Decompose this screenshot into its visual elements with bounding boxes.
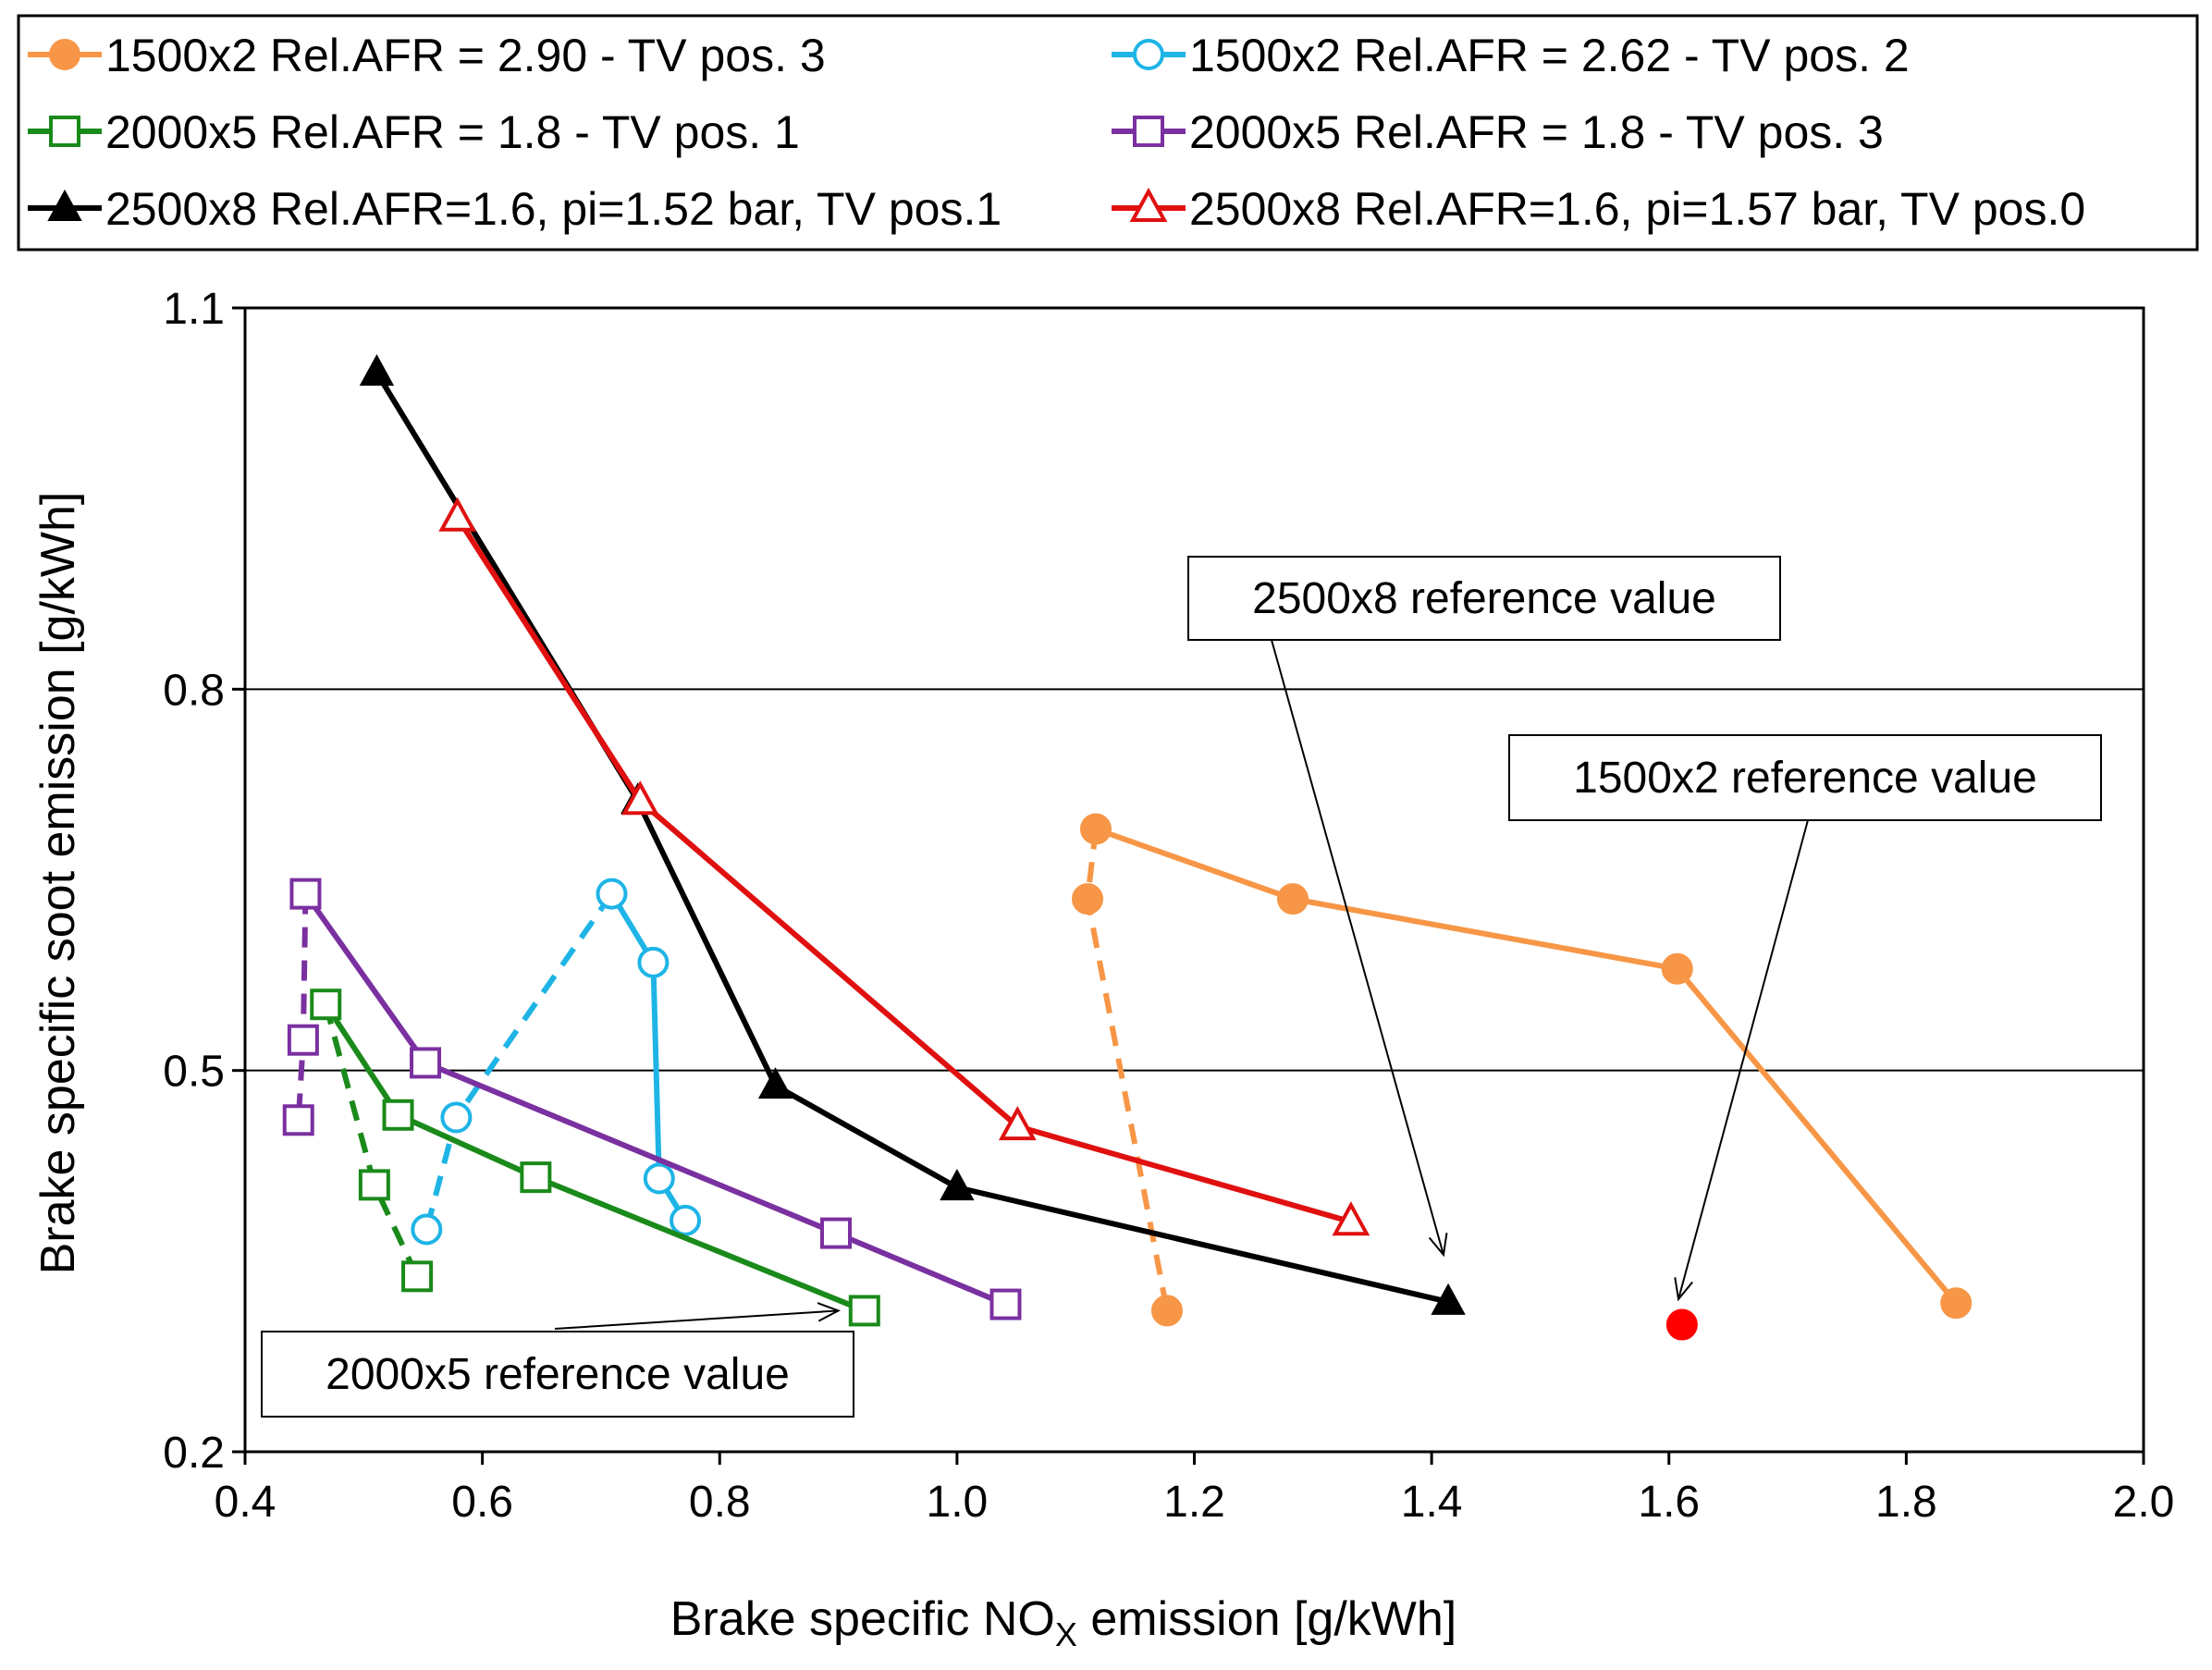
data-point	[410, 1047, 442, 1079]
data-point	[1431, 1283, 1466, 1315]
y-tick-label: 0.8	[163, 666, 225, 715]
legend-marker	[1133, 116, 1164, 147]
data-point	[1661, 952, 1693, 985]
x-tick-label: 1.8	[1875, 1478, 1937, 1527]
data-point	[596, 878, 628, 910]
legend-marker	[47, 189, 82, 221]
data-point	[382, 1099, 414, 1131]
x-axis-title: Brake specific NOX emission [g/kWh]	[670, 1592, 1457, 1653]
y-axis-title: Brake specific soot emission [g/kWh]	[31, 492, 85, 1275]
x-tick-label: 0.4	[215, 1478, 276, 1527]
data-point	[998, 1105, 1037, 1141]
series-3	[310, 988, 880, 1327]
x-axis-title-suffix: emission [g/kWh]	[1077, 1592, 1456, 1646]
y-tick-label: 0.5	[163, 1048, 225, 1097]
series-line	[323, 1002, 866, 1314]
legend-entry-3: 2000x5 Rel.AFR = 1.8 - TV pos. 1	[28, 106, 800, 158]
data-point	[440, 1101, 473, 1134]
data-point	[643, 1162, 675, 1195]
data-point	[438, 497, 477, 532]
plot-area	[243, 306, 2145, 1454]
x-tick-label: 1.6	[1638, 1478, 1700, 1527]
legend-label: 2000x5 Rel.AFR = 1.8 - TV pos. 3	[1189, 106, 1884, 158]
data-point	[621, 780, 659, 816]
series-line	[608, 892, 688, 1222]
legend-marker	[1133, 39, 1164, 70]
x-tick-label: 2.0	[2113, 1478, 2175, 1527]
annotation-label: 2000x5 reference value	[326, 1350, 790, 1399]
series-4	[282, 878, 1022, 1320]
data-point	[670, 1204, 702, 1236]
series-6	[438, 497, 1370, 1236]
data-point	[1332, 1201, 1370, 1236]
annotation-arrowhead	[1674, 1277, 1693, 1302]
data-point	[1940, 1287, 1972, 1320]
legend-entry-5: 2500x8 Rel.AFR=1.6, pi=1.52 bar, TV pos.…	[28, 183, 1002, 235]
annotation-arrowhead	[817, 1302, 842, 1322]
legend-frame	[17, 14, 2199, 252]
legend-entry-6: 2500x8 Rel.AFR=1.6, pi=1.57 bar, TV pos.…	[1112, 183, 2085, 235]
reference-point	[1665, 1308, 1698, 1341]
annotation-arrow	[1271, 639, 1444, 1256]
legend-label: 2500x8 Rel.AFR=1.6, pi=1.57 bar, TV pos.…	[1189, 183, 2085, 235]
legend-entry-1: 1500x2 Rel.AFR = 2.90 - TV pos. 3	[28, 30, 826, 81]
legend-marker	[49, 39, 80, 70]
annotation-box: 2000x5 reference value	[261, 1331, 854, 1418]
data-point	[1080, 813, 1112, 845]
x-tick-label: 1.4	[1401, 1478, 1463, 1527]
annotation-label: 2500x8 reference value	[1252, 574, 1716, 623]
annotation-arrow	[554, 1309, 839, 1330]
data-point	[848, 1295, 880, 1327]
data-point	[989, 1288, 1022, 1320]
x-tick-label: 0.6	[451, 1478, 513, 1527]
data-point	[401, 1260, 434, 1293]
y-tick-label: 1.1	[163, 285, 225, 334]
x-tick-label: 1.2	[1163, 1478, 1225, 1527]
data-point	[289, 878, 322, 910]
data-point	[411, 1213, 443, 1246]
series-1	[1072, 813, 1972, 1327]
legend-label: 2000x5 Rel.AFR = 1.8 - TV pos. 1	[105, 106, 800, 158]
legend-label: 1500x2 Rel.AFR = 2.90 - TV pos. 3	[105, 30, 826, 81]
data-point	[1072, 883, 1104, 915]
data-point	[310, 988, 342, 1021]
series-line	[1094, 826, 1959, 1306]
data-point	[940, 1169, 975, 1201]
legend-marker	[49, 116, 80, 147]
x-axis-title-main: Brake specific NO	[670, 1592, 1055, 1646]
legend-entry-2: 1500x2 Rel.AFR = 2.62 - TV pos. 2	[1112, 30, 1910, 81]
x-axis-title-subscript: X	[1055, 1615, 1077, 1653]
annotation-arrow	[1677, 819, 1809, 1300]
data-point	[1276, 883, 1309, 915]
data-point	[282, 1104, 314, 1136]
data-point	[637, 946, 670, 978]
data-point	[358, 1169, 390, 1201]
data-point	[520, 1161, 552, 1194]
legend-label: 2500x8 Rel.AFR=1.6, pi=1.52 bar, TV pos.…	[105, 183, 1002, 235]
annotation-label: 1500x2 reference value	[1573, 754, 2037, 803]
x-tick-label: 0.8	[689, 1478, 751, 1527]
data-point	[757, 1067, 793, 1099]
series-2	[411, 878, 702, 1246]
data-point	[1150, 1295, 1183, 1327]
legend-label: 1500x2 Rel.AFR = 2.62 - TV pos. 2	[1189, 30, 1910, 81]
annotation-box: 1500x2 reference value	[1508, 734, 2102, 821]
data-point	[819, 1217, 852, 1249]
x-tick-label: 1.0	[927, 1478, 989, 1527]
legend: 1500x2 Rel.AFR = 2.90 - TV pos. 3 1500x2 …	[17, 14, 2199, 252]
legend-entry-4: 2000x5 Rel.AFR = 1.8 - TV pos. 3	[1112, 106, 1884, 158]
series-line	[455, 516, 1352, 1225]
data-point	[359, 354, 395, 387]
legend-marker	[1129, 187, 1168, 222]
y-tick-label: 0.2	[163, 1429, 225, 1478]
series-line	[302, 891, 1007, 1308]
annotation-arrowhead	[1428, 1233, 1448, 1258]
annotation-box: 2500x8 reference value	[1187, 556, 1781, 641]
data-point	[287, 1024, 319, 1056]
